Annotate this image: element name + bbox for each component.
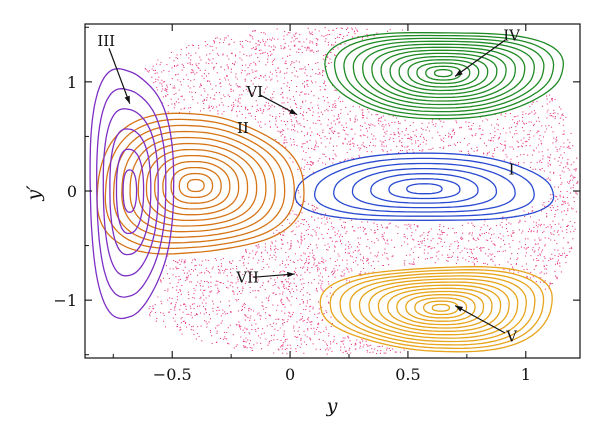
annotation-label: V: [505, 328, 518, 346]
annotation-label: VII: [235, 269, 259, 287]
orbit-ring: [104, 118, 295, 250]
island-V-orbits: [319, 266, 553, 353]
annotation-arrowhead: [455, 69, 463, 77]
orbit-ring: [370, 173, 479, 204]
x-tick-label: 0: [285, 365, 295, 384]
y-tick-label: 0: [67, 182, 77, 201]
x-axis-label: y: [326, 395, 338, 417]
annotation-label: II: [237, 119, 249, 137]
y-axis-label: y′: [23, 185, 45, 202]
annotation-arrowhead: [124, 95, 130, 104]
orbit-ring: [416, 62, 471, 85]
orbit-ring: [313, 157, 535, 217]
orbit-ring: [170, 166, 222, 204]
orbit-ring: [406, 183, 443, 195]
orbit-ring: [377, 284, 502, 332]
orbit-ring: [333, 162, 516, 213]
orbit-ring: [115, 148, 145, 235]
orbit-ring: [389, 52, 498, 95]
orbit-ring: [122, 169, 138, 213]
orbit-ring: [145, 148, 249, 222]
orbit-ring: [96, 112, 305, 255]
orbit-ring: [324, 32, 565, 120]
x-tick-label: −0.5: [153, 365, 192, 384]
orbit-ring: [112, 124, 286, 244]
annotation-arrow: [454, 39, 506, 77]
orbit-ring: [371, 46, 516, 102]
orbit-ring: [414, 297, 468, 319]
orbit-ring: [388, 178, 461, 200]
annotation-label: IV: [503, 26, 521, 44]
orbit-ring: [380, 49, 507, 99]
orbit-ring: [129, 136, 267, 233]
annotation-label: III: [97, 32, 115, 50]
orbit-ring: [343, 37, 545, 113]
y-tick-label: −1: [53, 291, 77, 310]
orbit-ring: [368, 281, 510, 336]
annotation-arrowhead: [289, 108, 298, 115]
orbit-ring: [102, 108, 159, 277]
orbit-ring: [351, 167, 498, 209]
y-tick-label: 1: [67, 73, 77, 92]
orbit-ring: [178, 172, 214, 199]
island-IV-orbits: [324, 32, 565, 120]
orbit-ring: [96, 88, 167, 298]
orbit-ring: [154, 154, 240, 216]
plot-area: [89, 27, 579, 355]
axis-ticks: −0.5 0 0.5 1 −1 0 1: [53, 24, 580, 384]
orbit-ring: [407, 59, 480, 88]
orbit-ring: [352, 40, 535, 109]
orbit-ring: [162, 160, 231, 210]
orbit-ring: [137, 142, 258, 227]
annotation-label: I: [509, 161, 515, 179]
annotation-arrowhead: [287, 271, 295, 278]
island-I-orbits: [294, 152, 555, 221]
orbit-ring: [121, 130, 276, 238]
orbit-ring: [319, 266, 553, 353]
orbit-ring: [425, 65, 462, 81]
orbit-ring: [109, 128, 152, 256]
island-orbits: [89, 32, 565, 353]
chaotic-sea: [144, 27, 579, 355]
orbit-ring: [186, 178, 205, 193]
orbit-ring: [398, 55, 489, 92]
x-tick-label: 0.5: [395, 365, 420, 384]
orbit-ring: [333, 34, 555, 116]
orbit-ring: [387, 287, 493, 329]
annotation-label: VI: [245, 83, 263, 101]
orbit-ring: [423, 300, 459, 316]
x-tick-label: 1: [521, 365, 531, 384]
orbit-ring: [329, 269, 545, 350]
annotation-arrow: [454, 305, 506, 334]
orbit-ring: [339, 272, 536, 346]
orbit-ring: [431, 303, 451, 312]
orbit-ring: [294, 152, 555, 221]
orbit-ring: [362, 43, 526, 106]
orbit-ring: [349, 275, 527, 343]
island-II-orbits: [96, 112, 305, 255]
orbit-ring: [433, 69, 453, 78]
annotation-arrow: [108, 48, 131, 104]
chaotic-sea-points: [144, 27, 579, 355]
annotation-arrowhead: [455, 305, 463, 312]
orbit-ring: [405, 294, 476, 322]
orbit-ring: [396, 290, 485, 326]
orbit-ring: [358, 278, 519, 339]
